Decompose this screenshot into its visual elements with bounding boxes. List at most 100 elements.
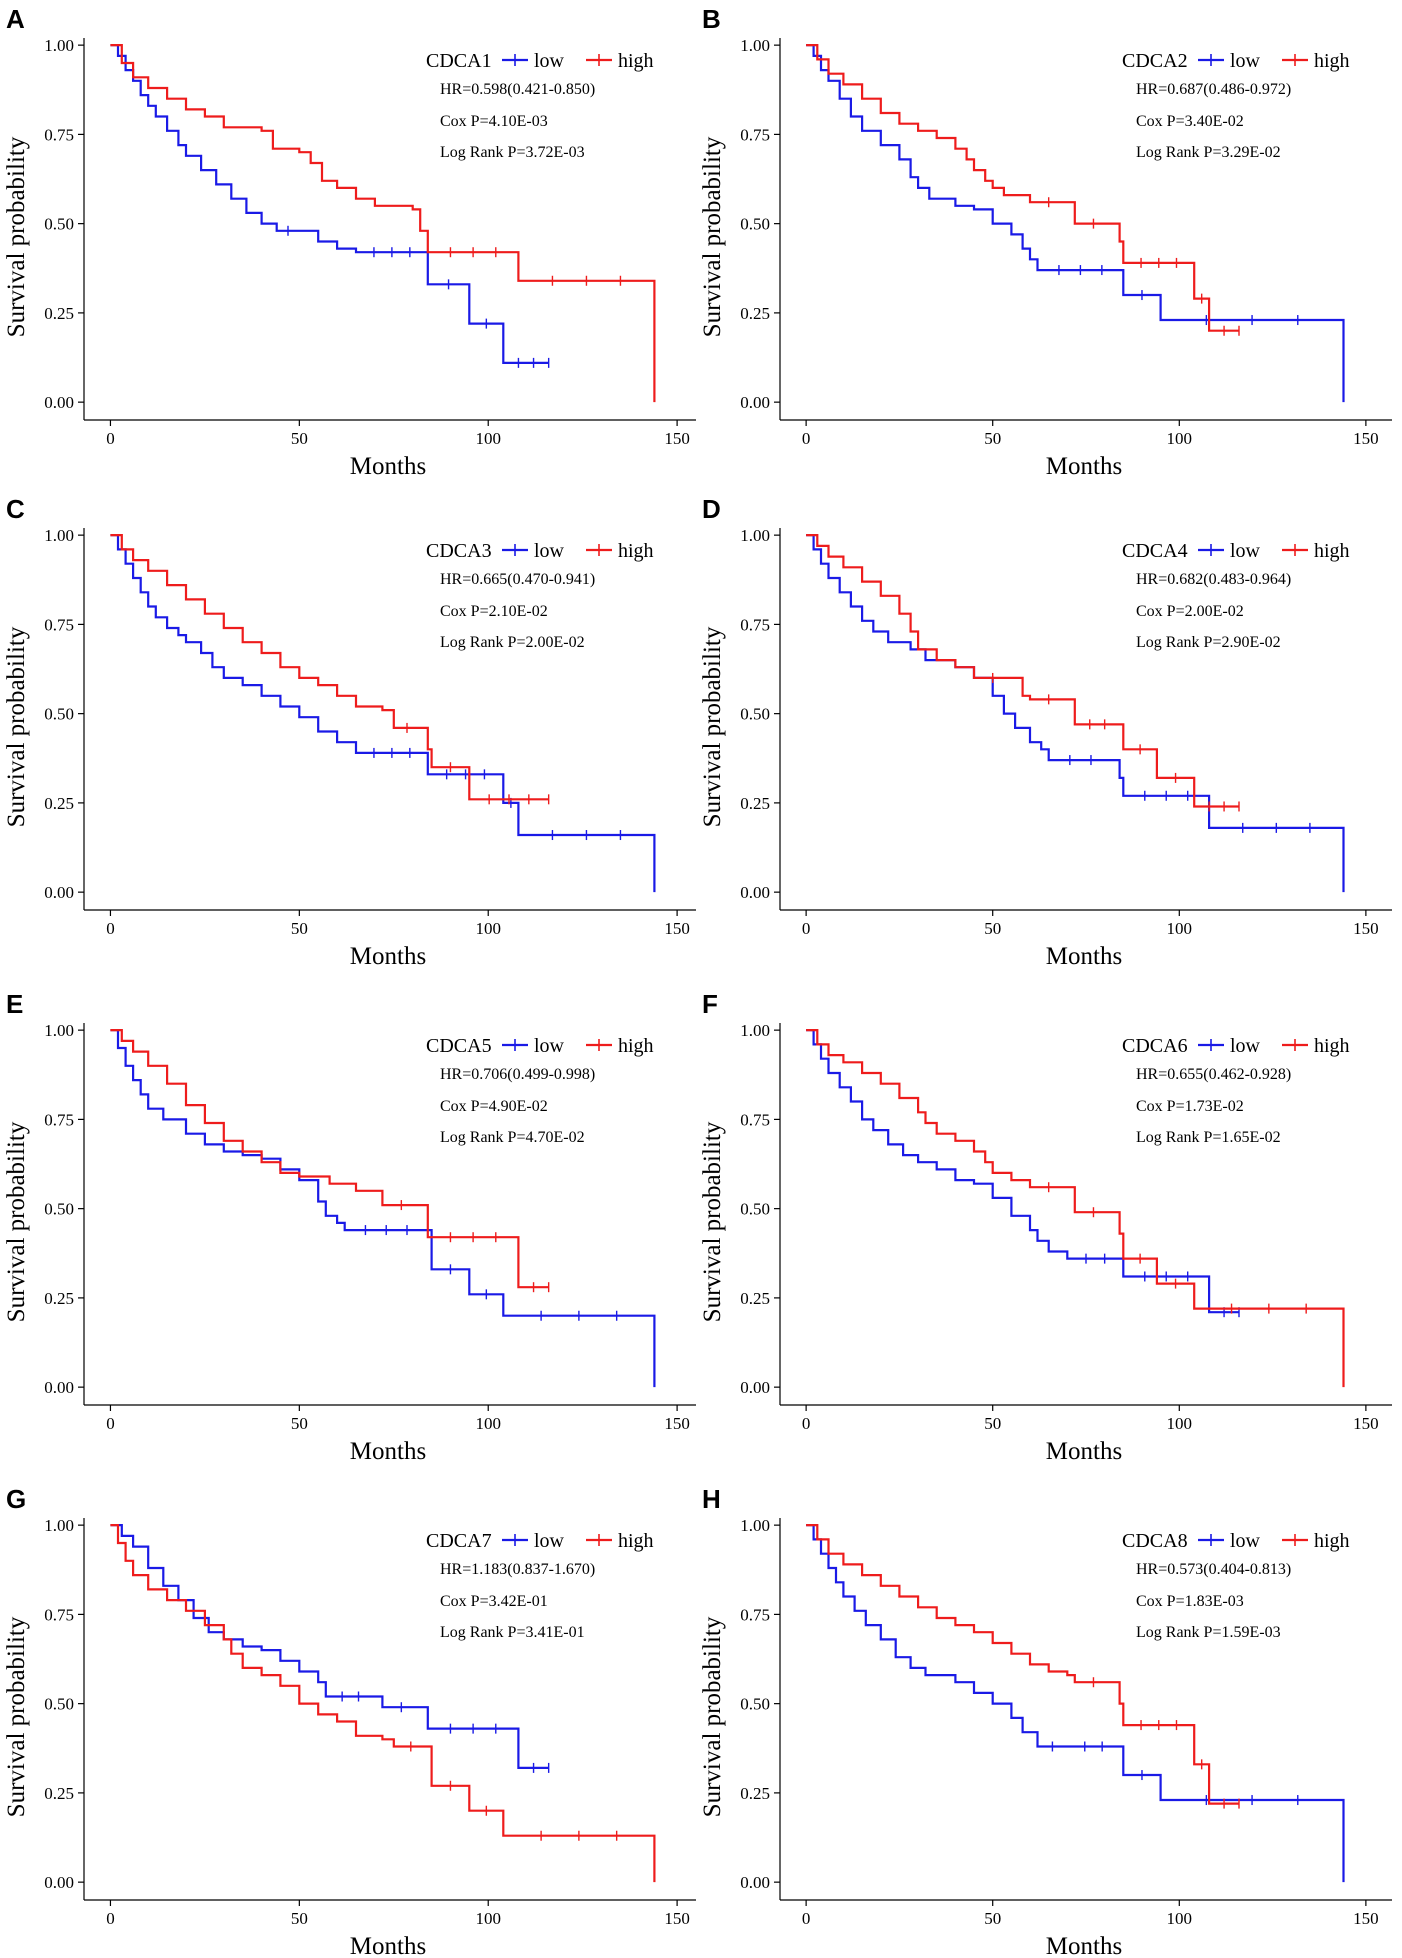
y-tick-label: 0.50 xyxy=(44,1695,74,1714)
legend: CDCA3 low high xyxy=(426,540,654,562)
cox-p-text: Cox P=4.90E-02 xyxy=(440,1098,548,1115)
y-axis-title: Survival probability xyxy=(699,626,726,827)
cox-p-text: Cox P=1.83E-03 xyxy=(1136,1593,1244,1610)
x-tick-label: 0 xyxy=(802,1909,811,1928)
y-tick-label: 0.50 xyxy=(740,705,770,724)
y-tick-label: 0.25 xyxy=(740,1289,770,1308)
panel-letter: E xyxy=(6,989,23,1019)
censor-marks-high xyxy=(449,247,622,286)
log-rank-p-text: Log Rank P=1.59E-03 xyxy=(1136,1624,1281,1641)
log-rank-p-text: Log Rank P=2.90E-02 xyxy=(1136,634,1281,651)
y-tick-label: 0.25 xyxy=(44,794,74,813)
legend-gene-title: CDCA1 xyxy=(426,50,492,72)
survival-curve-high xyxy=(110,534,549,801)
panel-letter: A xyxy=(6,4,25,34)
survival-curve-high xyxy=(806,534,1239,808)
legend-gene-title: CDCA5 xyxy=(426,1035,492,1057)
x-tick-label: 0 xyxy=(802,1414,811,1433)
panel-letter: B xyxy=(702,4,721,34)
legend-label-high: high xyxy=(1314,540,1350,562)
x-tick-label: 100 xyxy=(1167,919,1193,938)
x-tick-label: 0 xyxy=(802,919,811,938)
x-axis-title: Months xyxy=(1046,1438,1122,1465)
x-tick-label: 150 xyxy=(1353,1414,1379,1433)
x-axis-title: Months xyxy=(350,1438,426,1465)
legend-gene-title: CDCA8 xyxy=(1122,1530,1188,1552)
x-tick-label: 100 xyxy=(475,429,501,448)
y-tick-label: 0.00 xyxy=(740,1873,770,1892)
y-tick-label: 1.00 xyxy=(44,36,74,55)
censor-marks-high xyxy=(400,1200,550,1293)
y-tick-label: 0.50 xyxy=(44,215,74,234)
legend-label-low: low xyxy=(534,50,565,72)
y-tick-label: 1.00 xyxy=(740,36,770,55)
censor-marks-low xyxy=(1069,755,1311,833)
cox-p-text: Cox P=4.10E-03 xyxy=(440,113,548,130)
legend-label-high: high xyxy=(618,1035,654,1057)
survival-curve-high xyxy=(110,1029,549,1289)
survival-curve-high xyxy=(110,1524,656,1883)
y-tick-label: 1.00 xyxy=(44,1516,74,1535)
y-tick-label: 0.25 xyxy=(44,304,74,323)
legend-label-low: low xyxy=(1230,1530,1261,1552)
survival-curve-low xyxy=(110,1029,656,1388)
censor-marks-low xyxy=(364,1225,618,1321)
y-tick-label: 0.00 xyxy=(44,1378,74,1397)
cox-p-text: Cox P=1.73E-02 xyxy=(1136,1098,1244,1115)
survival-curve-high xyxy=(806,44,1239,332)
x-tick-label: 100 xyxy=(1167,1909,1193,1928)
log-rank-p-text: Log Rank P=1.65E-02 xyxy=(1136,1129,1281,1146)
y-axis-title: Survival probability xyxy=(699,1121,726,1322)
y-tick-label: 0.75 xyxy=(740,125,770,144)
hazard-ratio-text: HR=0.706(0.499-0.998) xyxy=(440,1066,595,1083)
censor-marks-high xyxy=(406,722,550,805)
censor-marks-high xyxy=(992,672,1240,812)
x-axis-title: Months xyxy=(1046,943,1122,970)
panel-letter: G xyxy=(6,1484,26,1514)
legend-gene-title: CDCA2 xyxy=(1122,50,1188,72)
km-panel-c: C 0.00 0.25 0.50 0.75 1.00 0 50 100 150 Months Surv… xyxy=(3,494,696,970)
legend-label-low: low xyxy=(1230,1035,1261,1057)
censor-marks-low xyxy=(1051,1741,1299,1806)
y-axis-title: Survival probability xyxy=(3,1616,30,1817)
y-tick-label: 1.00 xyxy=(740,526,770,545)
y-tick-label: 0.50 xyxy=(740,1695,770,1714)
x-tick-label: 50 xyxy=(984,429,1001,448)
legend-gene-title: CDCA6 xyxy=(1122,1035,1188,1057)
log-rank-p-text: Log Rank P=3.72E-03 xyxy=(440,144,585,161)
x-tick-label: 150 xyxy=(664,919,690,938)
cox-p-text: Cox P=2.00E-02 xyxy=(1136,603,1244,620)
legend-label-high: high xyxy=(1314,1530,1350,1552)
legend: CDCA1 low high xyxy=(426,50,654,72)
censor-marks-high xyxy=(1047,197,1240,336)
legend-gene-title: CDCA7 xyxy=(426,1530,492,1552)
legend: CDCA4 low high xyxy=(1122,540,1350,562)
x-tick-label: 50 xyxy=(984,1909,1001,1928)
x-tick-label: 150 xyxy=(1353,919,1379,938)
y-tick-label: 0.25 xyxy=(44,1784,74,1803)
y-axis-title: Survival probability xyxy=(3,626,30,827)
x-tick-label: 0 xyxy=(106,429,115,448)
y-tick-label: 1.00 xyxy=(740,1021,770,1040)
legend-label-low: low xyxy=(534,1035,565,1057)
survival-curve-high xyxy=(806,1029,1345,1388)
x-tick-label: 100 xyxy=(1167,1414,1193,1433)
censor-marks-low xyxy=(287,225,550,368)
y-tick-label: 0.00 xyxy=(740,393,770,412)
censor-marks-low xyxy=(1058,265,1299,326)
legend-label-high: high xyxy=(618,1530,654,1552)
y-tick-label: 0.75 xyxy=(740,1605,770,1624)
censor-marks-high xyxy=(1047,1182,1307,1314)
legend-label-low: low xyxy=(534,1530,565,1552)
y-tick-label: 0.25 xyxy=(44,1289,74,1308)
y-tick-label: 0.25 xyxy=(740,1784,770,1803)
censor-marks-low xyxy=(373,747,622,841)
x-axis-title: Months xyxy=(350,1933,426,1958)
legend: CDCA7 low high xyxy=(426,1530,654,1552)
x-tick-label: 50 xyxy=(291,919,308,938)
x-tick-label: 0 xyxy=(106,1909,115,1928)
y-tick-label: 1.00 xyxy=(44,1021,74,1040)
legend: CDCA6 low high xyxy=(1122,1035,1350,1057)
y-tick-label: 1.00 xyxy=(740,1516,770,1535)
